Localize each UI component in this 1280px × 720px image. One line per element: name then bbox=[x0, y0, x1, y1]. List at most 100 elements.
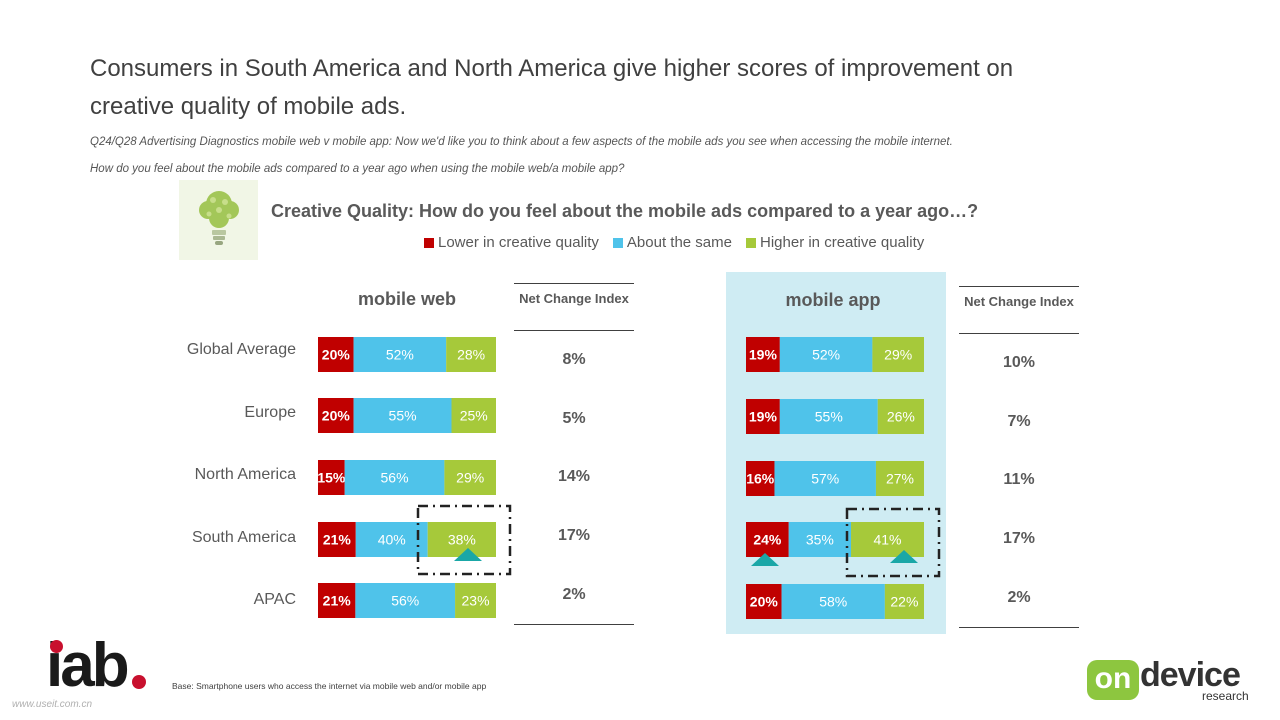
legend-item-same: About the same bbox=[612, 234, 732, 251]
bar-value-label: 52% bbox=[812, 347, 840, 363]
bar-value-label: 40% bbox=[378, 532, 406, 548]
bar-segment-mobile-web-lower bbox=[318, 337, 354, 372]
bar-segment-mobile-app-lower bbox=[746, 522, 789, 557]
bar-segment-mobile-web-same bbox=[355, 583, 456, 618]
bar-value-label: 24% bbox=[753, 532, 782, 548]
slide-title: Consumers in South America and North Ame… bbox=[90, 55, 1014, 120]
bar-segment-mobile-web-higher bbox=[455, 583, 496, 618]
highlight-box bbox=[845, 507, 941, 578]
highlight-marker-triangle bbox=[751, 553, 779, 566]
nci-app-value: 17% bbox=[1002, 530, 1036, 547]
bar-segment-mobile-app-higher bbox=[877, 399, 924, 434]
iab-logo-dot bbox=[50, 640, 63, 653]
bar-segment-mobile-app-lower bbox=[746, 337, 780, 372]
bar-segment-mobile-app-same bbox=[774, 461, 876, 496]
bar-segment-mobile-app-higher bbox=[875, 461, 924, 496]
bar-value-label: 56% bbox=[391, 593, 419, 609]
base-footnote: Base: Smartphone users who access the in… bbox=[172, 681, 487, 691]
bar-value-label: 16% bbox=[746, 471, 775, 487]
bar-segment-mobile-web-lower bbox=[318, 460, 345, 495]
region-label-south-america: South America bbox=[191, 529, 296, 546]
bar-value-label: 55% bbox=[815, 409, 843, 425]
nci-app-bottom-rule bbox=[959, 627, 1079, 628]
bar-segment-mobile-web-same bbox=[353, 337, 447, 372]
bar-segment-mobile-web-higher bbox=[427, 522, 496, 557]
bar-segment-mobile-app-lower bbox=[746, 584, 782, 619]
question-text-line-2: How do you feel about the mobile ads com… bbox=[90, 163, 625, 175]
legend-swatch-higher bbox=[746, 237, 756, 248]
question-text-line-1: Q24/Q28 Advertising Diagnostics mobile w… bbox=[90, 136, 953, 148]
bar-value-label: 20% bbox=[322, 408, 351, 424]
region-label-global-average: Global Average bbox=[186, 341, 296, 358]
panel-header-mobile-app: mobile app bbox=[785, 290, 881, 310]
highlight-marker-triangle bbox=[454, 548, 482, 561]
bar-value-label: 22% bbox=[890, 594, 918, 610]
bar-segment-mobile-web-higher bbox=[446, 337, 496, 372]
region-label-apac: APAC bbox=[253, 591, 296, 608]
legend-item-lower: Lower in creative quality bbox=[424, 234, 599, 251]
nci-header-mobile-web: Net Change Index bbox=[519, 291, 629, 306]
legend-label-higher: Higher in creative quality bbox=[760, 234, 925, 251]
bar-segment-mobile-web-higher bbox=[444, 460, 496, 495]
nci-web-value: 14% bbox=[557, 468, 591, 485]
bar-segment-mobile-app-same bbox=[788, 522, 852, 557]
nci-app-value: 11% bbox=[1003, 471, 1035, 488]
iab-logo-period bbox=[132, 675, 146, 689]
mobile-app-panel-background bbox=[726, 272, 946, 634]
ondevice-logo-on: on bbox=[1087, 660, 1139, 700]
bar-segment-mobile-web-same bbox=[355, 522, 428, 557]
nci-web-header-rule bbox=[514, 330, 634, 331]
bar-value-label: 55% bbox=[389, 408, 417, 424]
nci-web-bottom-rule bbox=[514, 624, 634, 625]
bar-value-label: 56% bbox=[381, 470, 409, 486]
nci-web-value: 2% bbox=[562, 586, 586, 603]
bar-value-label: 27% bbox=[886, 471, 914, 487]
lightbulb-icon bbox=[179, 180, 258, 260]
region-label-north-america: North America bbox=[194, 466, 296, 483]
bar-value-label: 21% bbox=[323, 532, 352, 548]
bar-segment-mobile-web-same bbox=[353, 398, 452, 433]
bar-segment-mobile-web-higher bbox=[451, 398, 496, 433]
bar-value-label: 20% bbox=[750, 594, 779, 610]
nci-app-value: 7% bbox=[1007, 413, 1031, 430]
bar-value-label: 26% bbox=[887, 409, 915, 425]
bar-value-label: 38% bbox=[448, 532, 476, 548]
bar-value-label: 21% bbox=[323, 593, 352, 609]
bar-value-label: 29% bbox=[456, 470, 484, 486]
nci-app-value: 10% bbox=[1002, 354, 1036, 371]
highlight-marker-triangle bbox=[890, 550, 918, 563]
ondevice-logo-research: research bbox=[1202, 689, 1249, 703]
nci-web-value: 5% bbox=[562, 410, 586, 427]
bar-value-label: 19% bbox=[749, 409, 778, 425]
bar-value-label: 20% bbox=[322, 347, 351, 363]
bar-value-label: 25% bbox=[460, 408, 488, 424]
bar-value-label: 28% bbox=[457, 347, 485, 363]
bar-segment-mobile-app-same bbox=[779, 337, 873, 372]
bar-value-label: 15% bbox=[317, 470, 346, 486]
bar-value-label: 58% bbox=[819, 594, 847, 610]
nci-app-top-rule bbox=[959, 286, 1079, 287]
bar-segment-mobile-app-same bbox=[781, 584, 885, 619]
bar-segment-mobile-web-lower bbox=[318, 522, 356, 557]
bar-segment-mobile-app-same bbox=[779, 399, 878, 434]
nci-web-value: 17% bbox=[557, 527, 591, 544]
bar-value-label: 19% bbox=[749, 347, 778, 363]
highlight-box bbox=[416, 504, 512, 576]
bar-segment-mobile-app-lower bbox=[746, 461, 775, 496]
nci-header-mobile-app: Net Change Index bbox=[964, 294, 1074, 309]
bar-value-label: 29% bbox=[884, 347, 912, 363]
legend-item-higher: Higher in creative quality bbox=[746, 234, 924, 251]
bar-segment-mobile-app-higher bbox=[851, 522, 924, 557]
bar-segment-mobile-app-higher bbox=[872, 337, 924, 372]
nci-web-top-rule bbox=[514, 283, 634, 284]
bar-segment-mobile-web-same bbox=[344, 460, 445, 495]
bar-segment-mobile-app-higher bbox=[884, 584, 924, 619]
region-label-europe: Europe bbox=[244, 404, 296, 421]
bar-value-label: 57% bbox=[811, 471, 839, 487]
ondevice-logo-device: device bbox=[1140, 656, 1241, 694]
nci-app-value: 2% bbox=[1007, 589, 1031, 606]
nci-web-value: 8% bbox=[562, 351, 586, 368]
bar-value-label: 52% bbox=[386, 347, 414, 363]
legend-label-same: About the same bbox=[626, 234, 732, 251]
